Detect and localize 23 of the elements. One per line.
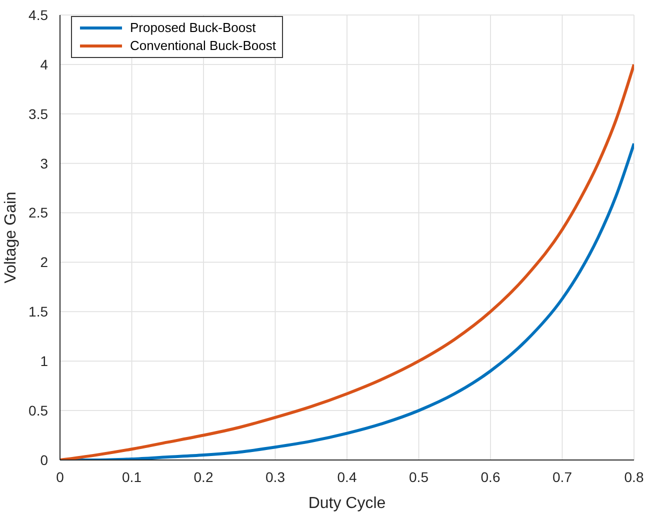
y-tick-label: 2 (40, 254, 48, 270)
x-tick-label: 0.6 (480, 468, 500, 485)
y-tick-label: 1 (40, 353, 48, 370)
x-tick-label: 0.8 (624, 468, 644, 485)
x-tick-label: 0.7 (552, 468, 572, 485)
x-tick-label: 0.1 (122, 468, 142, 485)
x-tick-label: 0.4 (337, 468, 357, 485)
y-tick-label: 4.5 (28, 6, 48, 23)
y-tick-label: 4 (40, 56, 48, 72)
y-tick-label: 3 (40, 155, 48, 172)
y-tick-label: 0 (40, 452, 48, 468)
x-tick-label: 0.2 (194, 468, 214, 485)
x-tick-label: 0 (56, 468, 64, 485)
y-tick-label: 2.5 (28, 204, 48, 221)
y-tick-label: 0.5 (28, 402, 48, 419)
y-tick-label: 3.5 (28, 106, 48, 122)
legend-label: Proposed Buck-Boost (130, 19, 256, 37)
x-tick-label: 0.3 (266, 468, 286, 485)
x-axis-title: Duty Cycle (308, 495, 386, 512)
y-tick-label: 1.5 (28, 304, 48, 320)
x-tick-label: 0.5 (409, 468, 429, 485)
legend-label: Conventional Buck-Boost (130, 37, 276, 55)
y-axis-title: Voltage Gain (2, 192, 20, 284)
